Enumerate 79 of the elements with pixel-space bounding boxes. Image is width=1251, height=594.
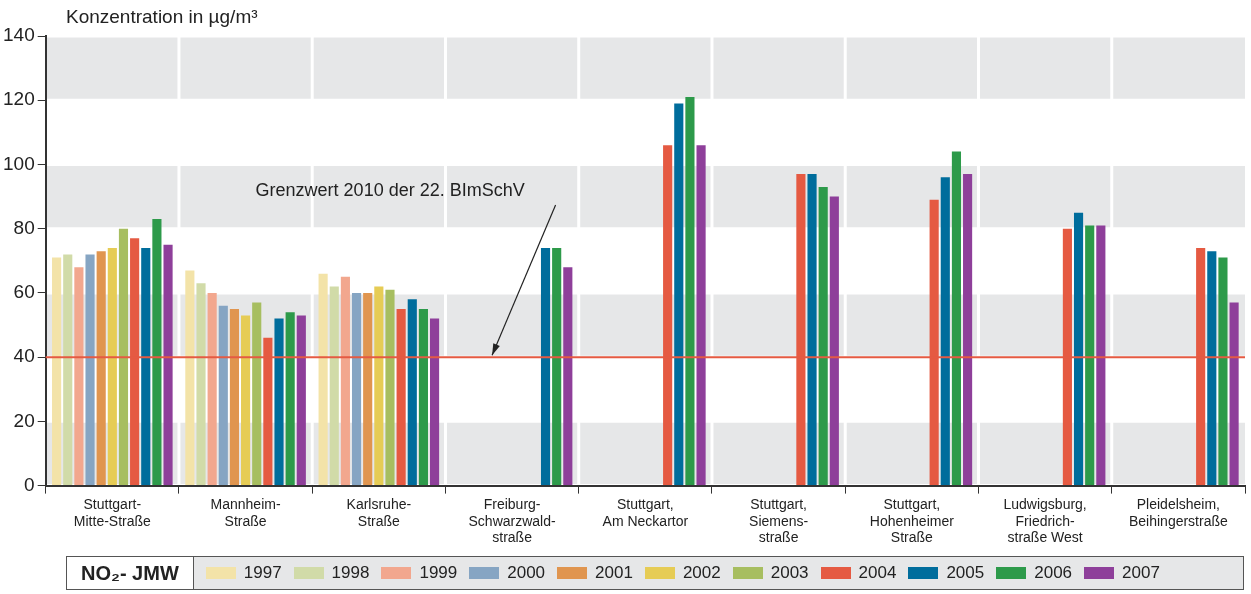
bar xyxy=(241,315,251,486)
bar xyxy=(552,247,562,486)
bar xyxy=(96,251,106,486)
annotation: Grenzwert 2010 der 22. BImSchV xyxy=(255,179,525,200)
legend-label: 2006 xyxy=(1034,563,1073,583)
bar xyxy=(85,254,95,486)
x-tick-label: Mannheim- Straße xyxy=(210,495,281,529)
legend-label: 1999 xyxy=(419,563,458,583)
bar xyxy=(385,289,395,486)
x-tick-label: Ludwigsburg, Friedrich- straße West xyxy=(1003,495,1087,546)
bar xyxy=(141,247,151,486)
legend-label: 1998 xyxy=(331,563,370,583)
bar xyxy=(829,196,839,486)
bar xyxy=(252,302,262,486)
bar xyxy=(274,318,284,486)
bar xyxy=(340,276,350,486)
bar xyxy=(1207,251,1217,486)
y-tick-label: 20 xyxy=(13,409,35,431)
bar xyxy=(296,315,306,486)
x-tick-label: Stuttgart, Hohenheimer Straße xyxy=(869,495,955,546)
x-tick-label: Stuttgart- Mitte-Straße xyxy=(73,495,152,529)
bar xyxy=(185,270,195,486)
bar xyxy=(696,145,706,486)
x-tick-label: Pleidelsheim, Beihingerstraße xyxy=(1128,495,1228,529)
bar xyxy=(807,174,817,486)
bar xyxy=(63,254,73,486)
bar xyxy=(329,286,339,486)
bar xyxy=(52,257,62,486)
legend-label: 2003 xyxy=(770,563,809,583)
bar xyxy=(407,299,417,486)
x-tick-label: Stuttgart, Am Neckartor xyxy=(602,495,689,529)
legend-label: 1997 xyxy=(243,563,282,583)
bar xyxy=(363,292,373,486)
bar xyxy=(107,247,117,486)
x-tick-label: Freiburg- Schwarzwald- straße xyxy=(468,495,556,546)
legend-label: 2000 xyxy=(507,563,546,583)
bar xyxy=(285,312,295,486)
bar xyxy=(951,151,962,486)
y-tick-label: 40 xyxy=(13,345,35,367)
y-tick-label: 140 xyxy=(3,24,35,46)
bar xyxy=(1073,212,1084,486)
bar xyxy=(74,267,84,486)
legend-label: 2002 xyxy=(682,563,721,583)
bar xyxy=(351,292,362,486)
bar xyxy=(229,308,240,486)
y-tick-label: 120 xyxy=(3,88,35,110)
x-tick-label: Stuttgart, Siemens- straße xyxy=(749,495,809,546)
legend-label: 2001 xyxy=(595,563,633,583)
y-tick-label: 80 xyxy=(13,216,35,238)
bar xyxy=(674,103,684,486)
bar xyxy=(418,308,428,486)
legend-label: 2004 xyxy=(858,563,897,583)
legend-label: 2007 xyxy=(1122,563,1160,583)
bar xyxy=(1096,225,1106,486)
bar xyxy=(430,318,440,486)
bar xyxy=(1085,225,1095,486)
bar xyxy=(540,247,551,486)
bar xyxy=(940,177,950,486)
y-tick-label: 0 xyxy=(24,473,35,495)
y-tick-label: 100 xyxy=(3,152,35,174)
x-tick-label: Karlsruhe- Straße xyxy=(346,495,412,529)
bar xyxy=(818,186,828,486)
bar xyxy=(374,286,384,486)
legend-title: NO₂- JMW xyxy=(67,557,194,589)
bar xyxy=(563,267,573,486)
y-axis-title: Konzentration in µg/m³ xyxy=(66,6,258,28)
bar xyxy=(196,283,206,486)
bar xyxy=(963,174,973,486)
bar xyxy=(152,219,162,486)
bar xyxy=(118,228,129,486)
y-tick-label: 60 xyxy=(13,281,35,303)
bar xyxy=(318,273,328,486)
bar xyxy=(1229,302,1239,486)
bar xyxy=(218,305,228,486)
legend-label: 2005 xyxy=(946,563,985,583)
bar xyxy=(207,292,217,486)
bar xyxy=(1218,257,1228,486)
bar xyxy=(685,97,695,486)
bar xyxy=(163,244,173,486)
